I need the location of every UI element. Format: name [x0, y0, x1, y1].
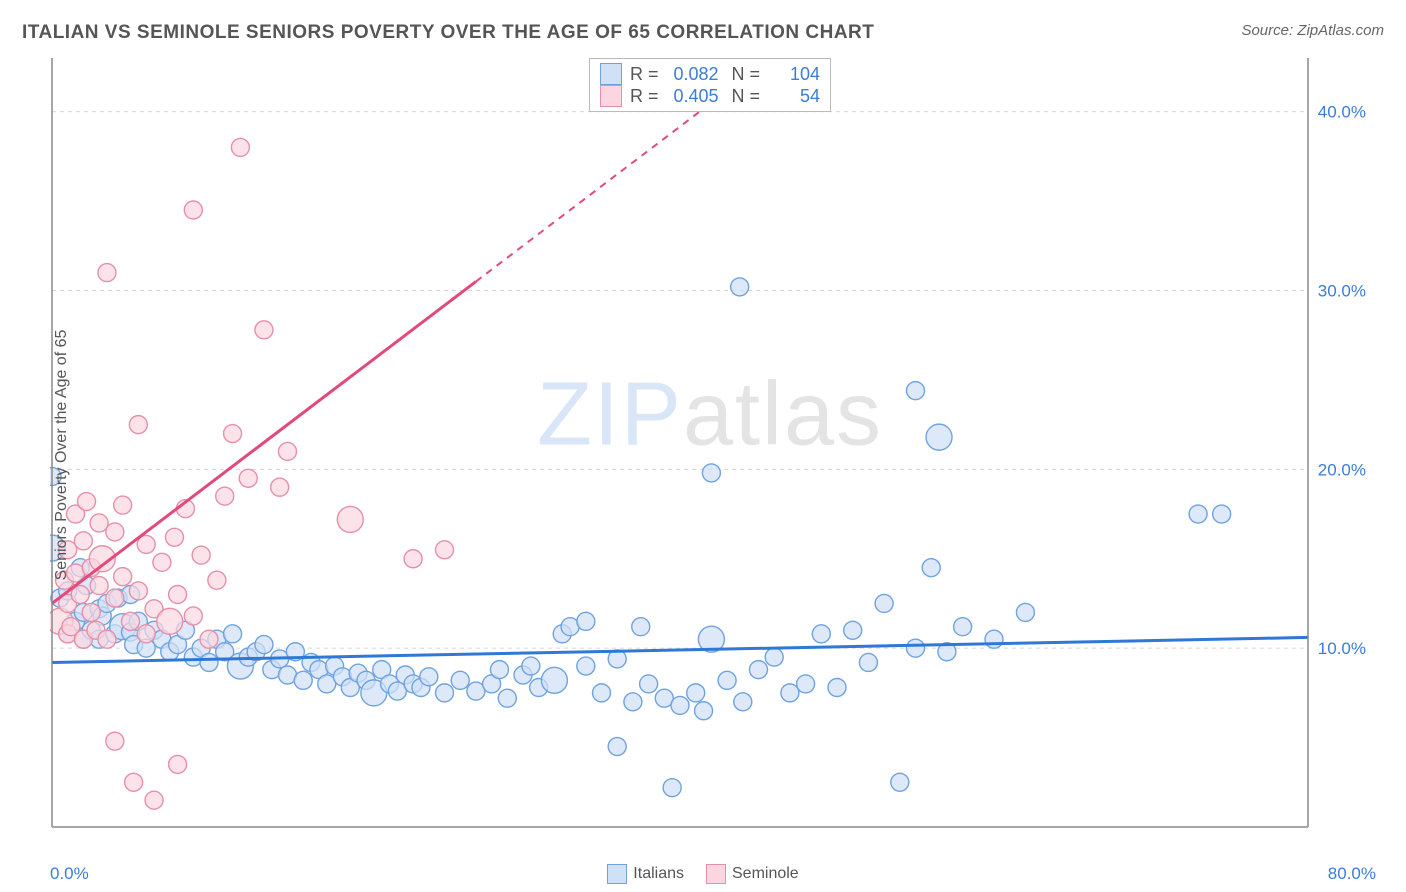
- svg-text:40.0%: 40.0%: [1318, 103, 1366, 122]
- stats-box: R = 0.082 N = 104 R = 0.405 N = 54: [589, 58, 831, 112]
- svg-text:20.0%: 20.0%: [1318, 460, 1366, 479]
- stats-r-label: R =: [630, 64, 659, 85]
- bottom-legend: Italians Seminole: [0, 864, 1406, 884]
- stats-row-italians: R = 0.082 N = 104: [600, 63, 820, 85]
- plot-area: 10.0%20.0%30.0%40.0% ZIPatlas R = 0.082 …: [50, 58, 1370, 833]
- y-axis-label: Seniors Poverty Over the Age of 65: [53, 329, 71, 580]
- svg-text:10.0%: 10.0%: [1318, 639, 1366, 658]
- stats-swatch-italians: [600, 63, 622, 85]
- svg-text:30.0%: 30.0%: [1318, 281, 1366, 300]
- chart-title: ITALIAN VS SEMINOLE SENIORS POVERTY OVER…: [22, 22, 874, 44]
- chart-svg: 10.0% 20.0% 30.0% 40.0%: [50, 58, 1370, 833]
- legend-swatch-italians: [607, 864, 627, 884]
- source-label: Source: ZipAtlas.com: [1241, 22, 1384, 39]
- stats-n-italians: 104: [768, 64, 820, 85]
- stats-r-italians: 0.082: [667, 64, 719, 85]
- x-max-label: 80.0%: [1328, 864, 1376, 884]
- x-min-label: 0.0%: [50, 864, 89, 884]
- legend-label-italians: Italians: [633, 865, 684, 883]
- legend-item-italians: Italians: [607, 864, 684, 884]
- stats-swatch-seminole: [600, 85, 622, 107]
- stats-n-seminole: 54: [768, 86, 820, 107]
- stats-n-label: N =: [727, 64, 761, 85]
- stats-n-label: N =: [727, 86, 761, 107]
- legend-swatch-seminole: [706, 864, 726, 884]
- stats-r-seminole: 0.405: [667, 86, 719, 107]
- stats-r-label: R =: [630, 86, 659, 107]
- legend-label-seminole: Seminole: [732, 865, 799, 883]
- stats-row-seminole: R = 0.405 N = 54: [600, 85, 820, 107]
- legend-item-seminole: Seminole: [706, 864, 799, 884]
